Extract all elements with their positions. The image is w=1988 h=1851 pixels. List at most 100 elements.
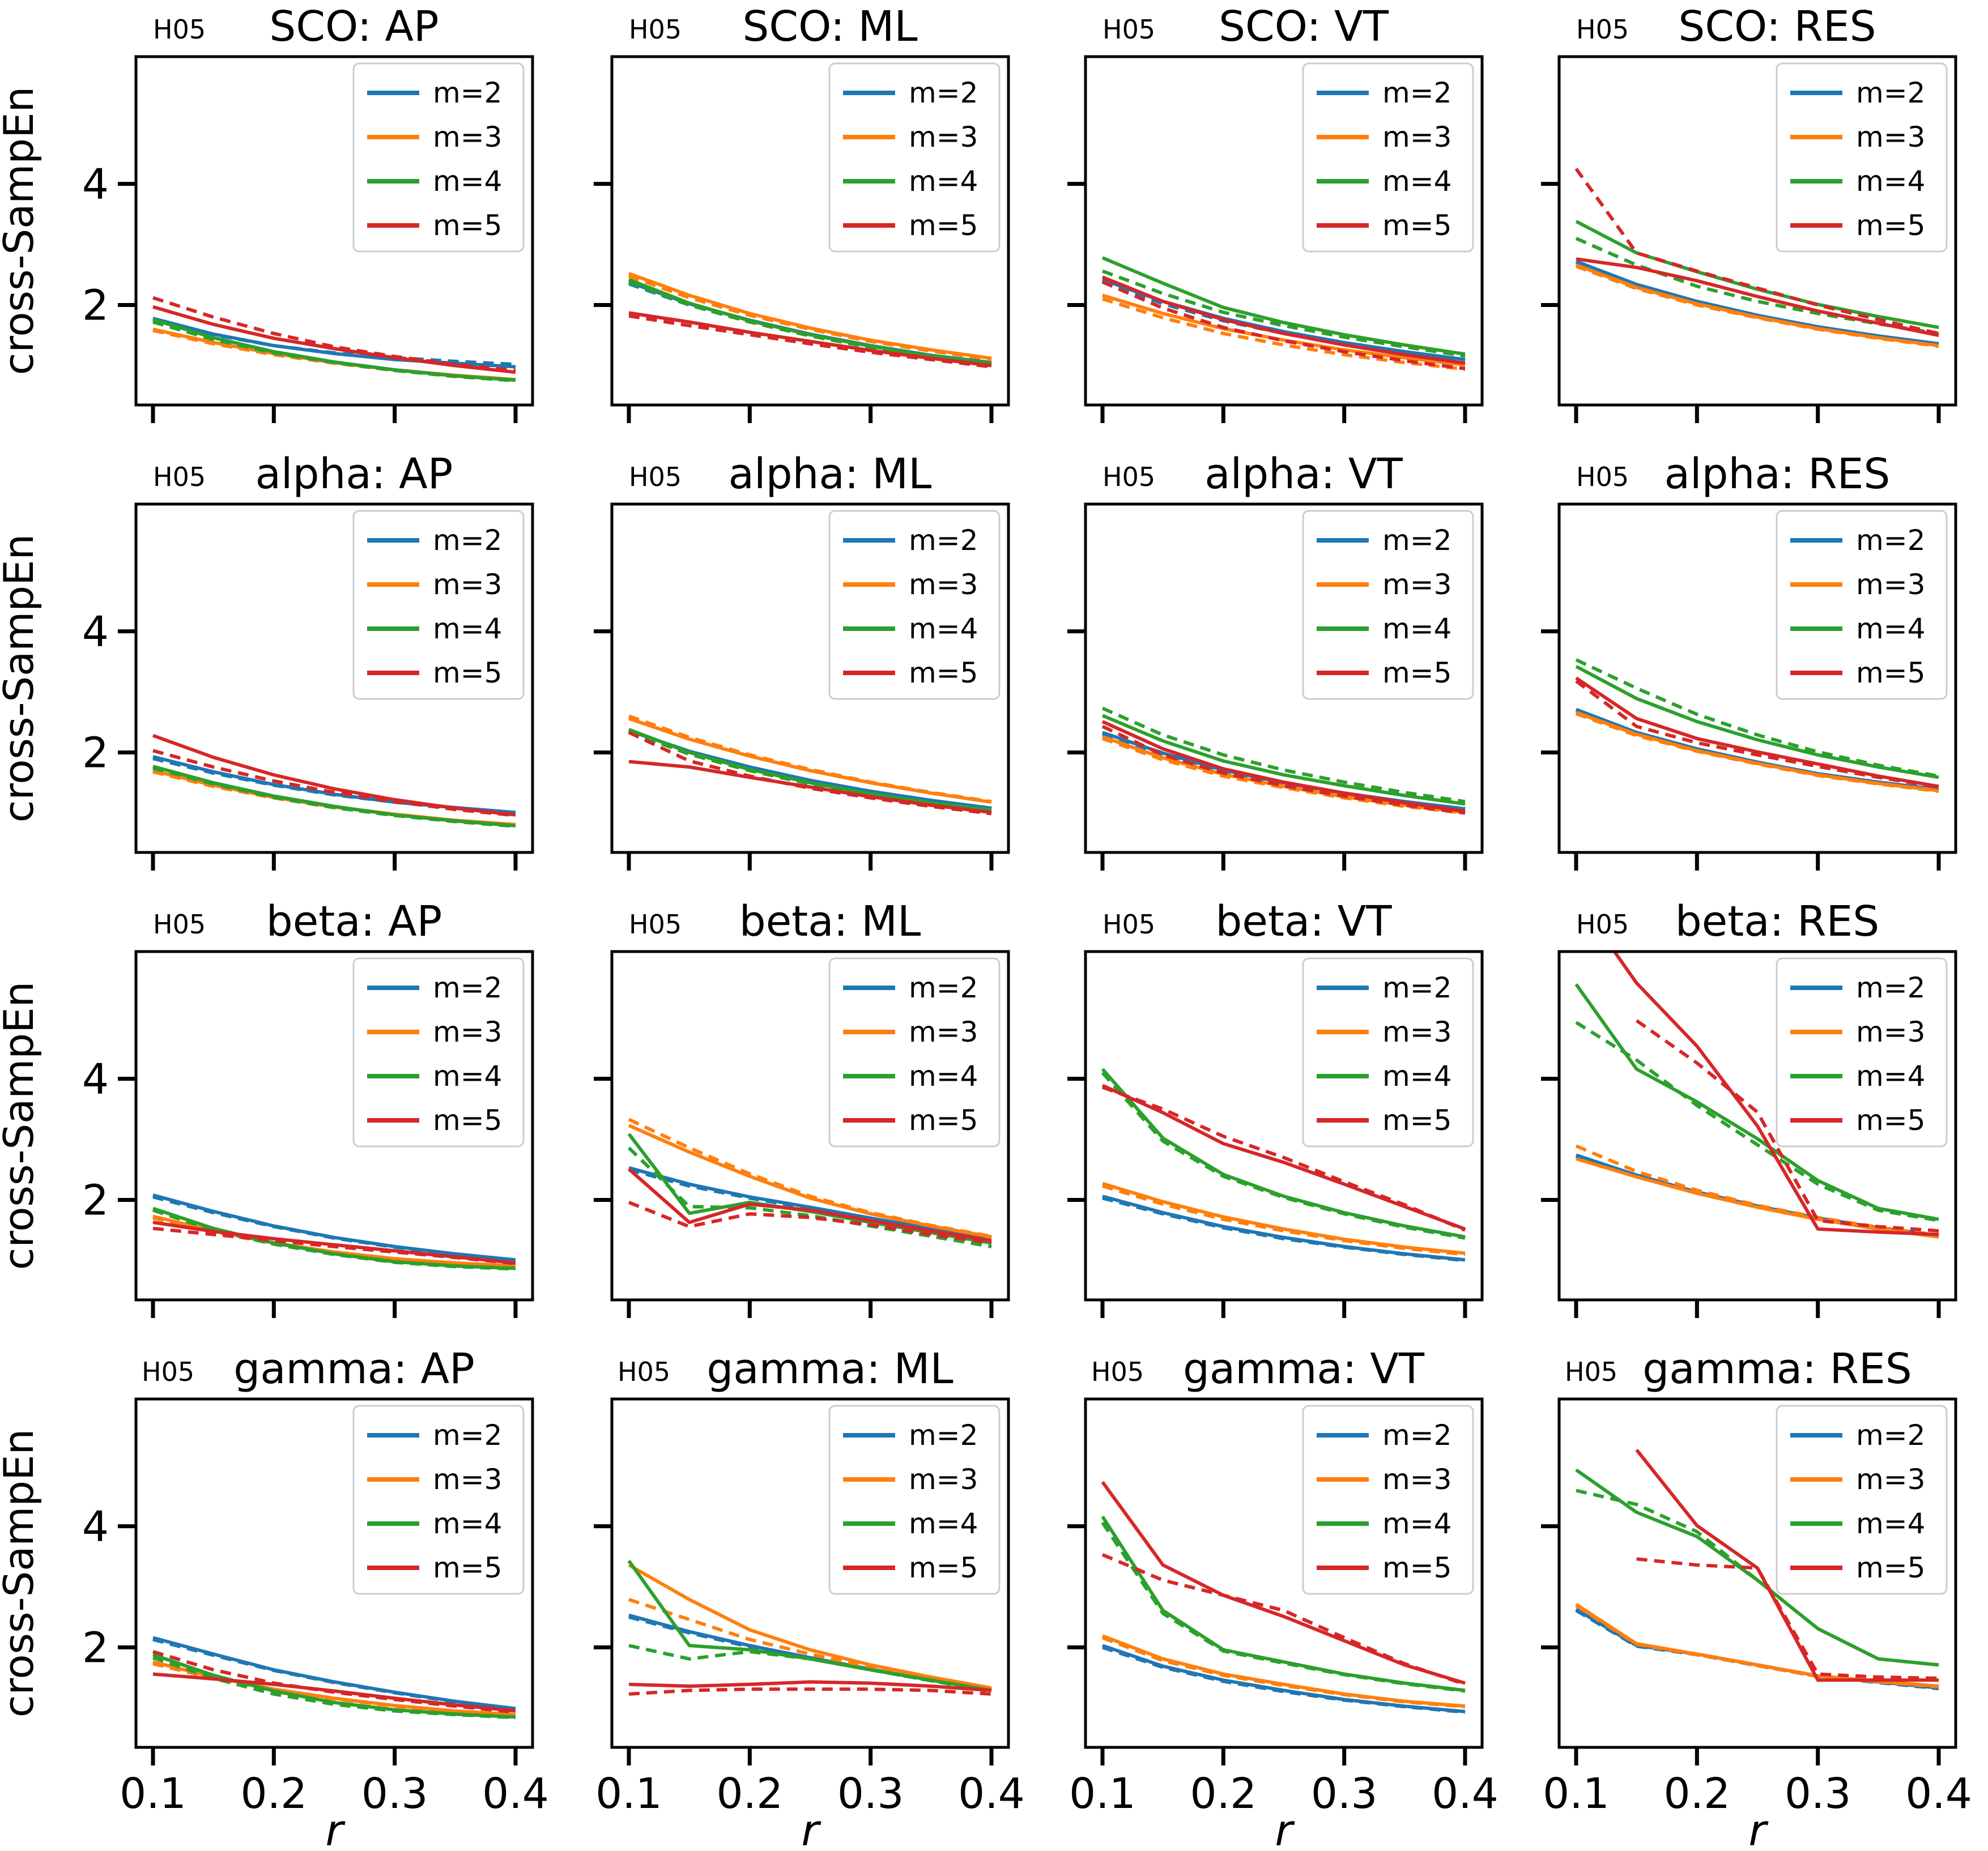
panel-cell-SCO-VT: H05 SCO: VT m=2 m=3 m=4 m=5 — [1040, 0, 1514, 447]
line-m=5-dashed — [152, 1650, 516, 1714]
legend-box — [828, 957, 1001, 1148]
line-m=5-solid — [1101, 720, 1466, 813]
legend-label: m=2 — [1382, 524, 1451, 557]
legend-label: m=4 — [433, 165, 502, 198]
legend-label: m=2 — [909, 971, 978, 1004]
line-m=5-solid — [628, 1167, 992, 1243]
legend-label: m=5 — [1856, 656, 1925, 689]
legend-label: m=5 — [433, 656, 502, 689]
line-m=5-dashed — [1101, 1085, 1466, 1232]
legend-box — [352, 62, 525, 253]
plot-spines — [1557, 1397, 1957, 1749]
line-m=3-solid — [628, 716, 992, 804]
plot-spines — [610, 55, 1010, 407]
line-m=3-solid — [152, 769, 516, 826]
line-m=2-dashed — [1575, 261, 1939, 346]
panel-cell-alpha-ML: H05 alpha: ML m=2 m=3 m=4 m=5 — [567, 447, 1040, 895]
legend-box — [1302, 510, 1474, 700]
legend-label: m=3 — [433, 1016, 502, 1048]
plot-lines — [628, 714, 992, 816]
panel-cell-beta-RES: H05 beta: RES m=2 m=3 m=4 m=5 — [1514, 895, 1988, 1342]
legend-label: m=4 — [909, 165, 978, 198]
x-tick-label: 0.4 — [1432, 1769, 1499, 1818]
legend-label: m=2 — [433, 971, 502, 1004]
line-m=5-solid — [1101, 275, 1466, 365]
legend-label: m=5 — [1856, 209, 1925, 242]
line-m=5-solid — [1576, 257, 1939, 337]
line-m=5-solid — [628, 311, 992, 368]
y-tick-label: 4 — [82, 1503, 109, 1551]
legend: m=2 m=3 m=4 m=5 — [352, 957, 525, 1148]
legend: m=2 m=3 m=4 m=5 — [1776, 62, 1948, 253]
legend-label: m=2 — [1382, 76, 1451, 109]
legend: m=2 m=3 m=4 m=5 — [828, 62, 1001, 253]
legend-box — [828, 1405, 1001, 1595]
line-m=3-solid — [1101, 1634, 1466, 1708]
line-m=3-solid — [1102, 735, 1466, 814]
panel-annotation: H05 — [142, 1357, 194, 1387]
line-m=3-solid — [628, 272, 992, 360]
panel-cell-beta-AP: H05 beta: AP 2 4 cross-SampEn m=2 m=3 m=4 m=5 — [0, 895, 567, 1342]
line-m=4-dashed — [152, 766, 516, 828]
legend: m=2 m=3 m=4 m=5 — [828, 1405, 1001, 1595]
legend-box — [1776, 62, 1948, 253]
legend-label: m=4 — [1856, 1060, 1925, 1093]
line-m=3-solid — [1102, 293, 1466, 367]
legend-label: m=4 — [1856, 1507, 1925, 1540]
legend-box — [1776, 1405, 1948, 1595]
x-axis-label: r — [801, 1805, 821, 1851]
line-m=5-solid — [152, 305, 516, 374]
panel-annotation: H05 — [1576, 909, 1629, 940]
legend: m=2 m=3 m=4 m=5 — [1302, 510, 1474, 700]
legend-label: m=5 — [1382, 1104, 1451, 1137]
panel-title: gamma: RES — [1642, 1345, 1912, 1393]
line-m=4-solid — [628, 728, 992, 812]
legend: m=2 m=3 m=4 m=5 — [828, 957, 1001, 1148]
y-tick-label: 4 — [82, 160, 109, 209]
legend-label: m=3 — [433, 568, 502, 601]
legend-box — [1302, 1405, 1474, 1595]
legend: m=2 m=3 m=4 m=5 — [1776, 957, 1948, 1148]
panel-cell-SCO-ML: H05 SCO: ML m=2 m=3 m=4 m=5 — [567, 0, 1040, 447]
x-tick-label: 0.1 — [1543, 1769, 1610, 1818]
line-m=5-dashed — [1636, 1557, 1939, 1681]
panel-alpha-VT: H05 alpha: VT m=2 m=3 m=4 m=5 — [1067, 450, 1484, 871]
panel-title: SCO: ML — [742, 2, 917, 51]
panel-title: SCO: AP — [269, 2, 439, 51]
panel-alpha-ML: H05 alpha: ML m=2 m=3 m=4 m=5 — [594, 450, 1010, 871]
panel-beta-VT: H05 beta: VT m=2 m=3 m=4 m=5 — [1067, 897, 1484, 1318]
panel-gamma-AP: H05 gamma: AP 0.1 0.2 0.3 0.4 2 4 cross-SampEn r m… — [0, 1345, 549, 1851]
y-tick-label: 4 — [82, 1055, 109, 1104]
panel-title: gamma: AP — [233, 1345, 475, 1393]
line-m=4-dashed — [628, 1644, 992, 1694]
legend-label: m=3 — [909, 1463, 978, 1496]
line-m=3-solid — [1576, 1157, 1939, 1239]
plot-lines — [152, 1193, 516, 1271]
legend-box — [1776, 510, 1948, 700]
line-m=2-dashed — [1102, 1196, 1466, 1263]
line-m=2-dashed — [152, 1195, 516, 1263]
legend-label: m=2 — [433, 524, 502, 557]
line-m=2-dashed — [152, 318, 516, 366]
line-m=3-solid — [628, 1563, 992, 1690]
line-m=3-dashed — [1101, 1636, 1466, 1709]
panel-gamma-ML: H05 gamma: ML 0.1 0.2 0.3 0.4 r m=2 m=3 m=4 m=5 — [594, 1345, 1025, 1851]
x-tick-label: 0.1 — [1069, 1769, 1136, 1818]
legend-label: m=2 — [1856, 1419, 1925, 1452]
line-m=2-dashed — [628, 1168, 992, 1239]
plot-lines — [628, 272, 992, 369]
panel-annotation: H05 — [618, 1357, 670, 1387]
plot-lines — [627, 1118, 992, 1248]
panel-gamma-RES: H05 gamma: RES 0.1 0.2 0.3 0.4 r m=2 m=3 m=4 m=5 — [1541, 1345, 1972, 1851]
x-axis-label: r — [325, 1805, 346, 1851]
x-tick-label: 0.2 — [1190, 1769, 1257, 1818]
plot-lines — [1574, 168, 1939, 348]
line-m=4-solid — [1101, 714, 1466, 806]
panel-title: alpha: VT — [1204, 450, 1403, 498]
panel-cell-gamma-ML: H05 gamma: ML 0.1 0.2 0.3 0.4 r m=2 m=3 m=4 m=5 — [567, 1342, 1040, 1851]
plot-spines — [134, 55, 534, 407]
panel-title: alpha: AP — [256, 450, 453, 498]
line-m=5-dashed — [1101, 1553, 1466, 1686]
